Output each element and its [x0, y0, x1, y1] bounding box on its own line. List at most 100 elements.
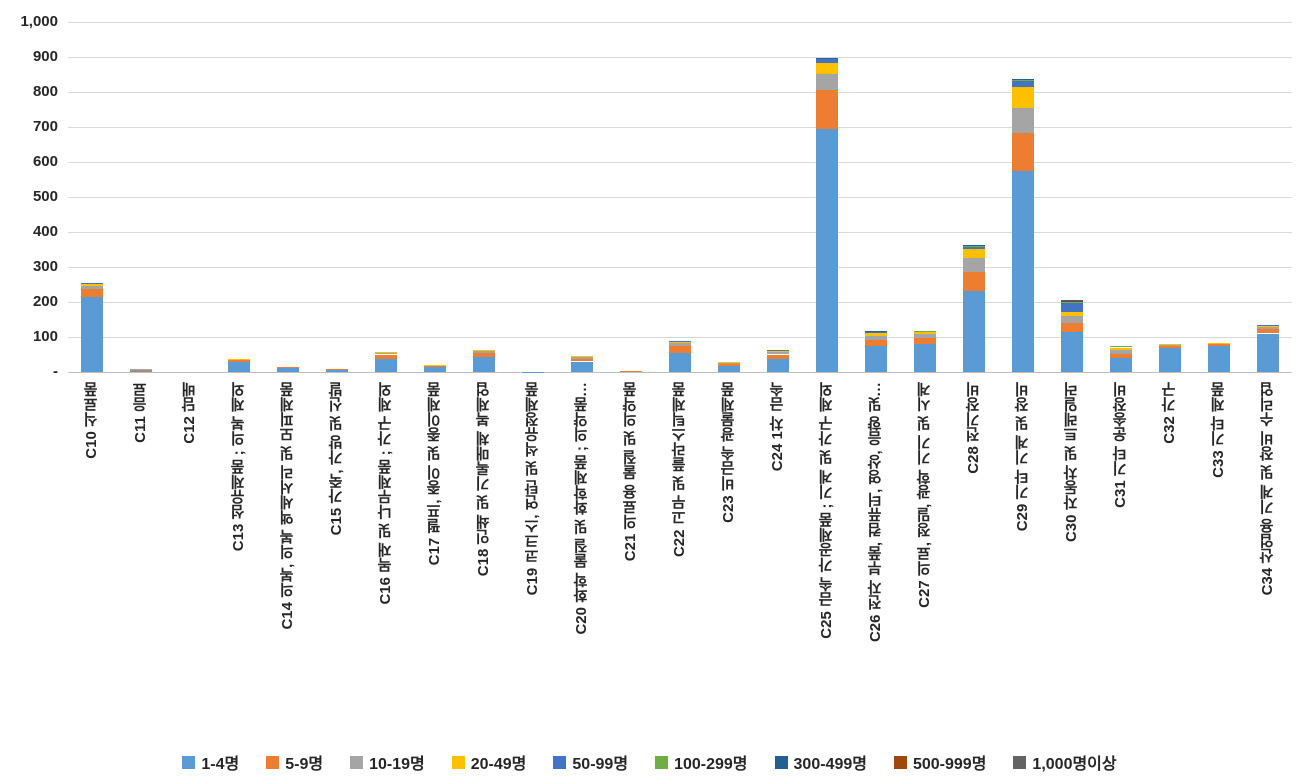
legend-item: 100-299명	[655, 750, 748, 774]
legend-label: 500-999명	[912, 756, 987, 773]
bar-segment	[81, 282, 103, 284]
legend-swatch	[266, 755, 280, 769]
bar-segment	[375, 353, 397, 355]
bar-segment	[1061, 316, 1083, 323]
x-category-label: C10 식료품	[83, 382, 100, 459]
x-category-label: C18 인쇄 및 기록매체 복제업	[475, 382, 492, 577]
legend-swatch	[655, 755, 669, 769]
bar-segment	[1208, 345, 1230, 372]
bar-segment	[571, 358, 593, 362]
y-tick-label: 1,000	[20, 13, 58, 30]
bar-segment	[767, 350, 789, 353]
legend-label: 10-19명	[369, 756, 425, 773]
bar-segment	[865, 335, 887, 341]
bar-segment	[1012, 132, 1034, 171]
bar-segment	[228, 362, 250, 372]
bar-segment	[375, 354, 397, 359]
bar-segment	[816, 58, 838, 60]
bar-segment	[1257, 329, 1279, 334]
bar-segment	[1159, 344, 1181, 346]
bar-segment	[718, 365, 740, 372]
bar-segment	[326, 369, 348, 372]
bar-segment	[1061, 331, 1083, 372]
legend-swatch	[893, 755, 907, 769]
bar-segment	[865, 331, 887, 333]
bar-segment	[1012, 81, 1034, 88]
bar-segment	[767, 358, 789, 372]
bar-segment	[865, 340, 887, 346]
gridline	[68, 302, 1292, 303]
bar-segment	[1012, 80, 1034, 82]
bar-segment	[1208, 342, 1230, 344]
bar-segment	[473, 350, 495, 352]
bar-segment	[669, 342, 691, 346]
legend-item: 50-99명	[553, 750, 628, 774]
x-axis-line	[68, 372, 1292, 373]
bar-segment	[1061, 311, 1083, 316]
bar-segment	[1061, 302, 1083, 304]
bar-segment	[1159, 344, 1181, 345]
x-category-label: C15 가죽, 가방 및 신발	[328, 382, 345, 536]
bar-segment	[571, 356, 593, 358]
bar-segment	[1159, 348, 1181, 372]
bar-segment	[1257, 327, 1279, 330]
legend-label: 1,000명이상	[1032, 756, 1117, 773]
legend-swatch	[1013, 755, 1027, 769]
bar-segment	[963, 246, 985, 249]
x-category-label: C13 섬유제품 ; 의복 제외	[230, 382, 247, 552]
bar-segment	[914, 344, 936, 372]
bar-segment	[816, 59, 838, 64]
legend-swatch	[553, 755, 567, 769]
x-category-label: C29 기타 기계 및 장비	[1014, 382, 1031, 532]
x-category-label: C25 금속 가공제품 ; 기계 및 가구 제외	[818, 382, 835, 639]
bar-segment	[1061, 303, 1083, 312]
bar-segment	[963, 271, 985, 291]
bar-segment	[326, 369, 348, 371]
x-category-label: C17 펄프, 종이 및 종이제품	[426, 382, 443, 566]
bar-segment	[1208, 344, 1230, 346]
gridline	[68, 92, 1292, 93]
x-category-label: C33 기타 제품	[1210, 382, 1227, 478]
bar-segment	[963, 248, 985, 258]
legend-swatch	[350, 755, 364, 769]
y-tick-label: -	[53, 363, 58, 380]
bar-segment	[1110, 347, 1132, 351]
x-category-label: C24 1차 금속	[769, 382, 786, 472]
bar-segment	[1257, 333, 1279, 372]
legend-label: 300-499명	[793, 756, 867, 773]
bar-segment	[473, 353, 495, 358]
gridline	[68, 232, 1292, 233]
x-category-label: C28 전기장비	[965, 382, 982, 474]
bar-segment	[375, 352, 397, 354]
bar-segment	[473, 351, 495, 354]
gridline	[68, 197, 1292, 198]
bar-segment	[914, 331, 936, 335]
bar-segment	[1012, 87, 1034, 109]
bar-segment	[1061, 300, 1083, 302]
legend-swatch	[451, 755, 465, 769]
bar-segment	[424, 367, 446, 372]
bar-segment	[571, 357, 593, 359]
x-category-label: C20 화학 물질 및 화학제품 ; 의약품…	[573, 382, 590, 635]
y-tick-label: 600	[32, 153, 58, 170]
bar-segment	[1110, 353, 1132, 358]
x-category-label: C22 고무 및 플라스틱제품	[671, 382, 688, 558]
bar-segment	[1159, 345, 1181, 349]
bar-segment	[473, 357, 495, 372]
bar-segment	[424, 366, 446, 368]
bar-segment	[228, 360, 250, 363]
legend-swatch	[182, 755, 196, 769]
bar-segment	[1061, 300, 1083, 303]
bar-segment	[816, 57, 838, 59]
bar-segment	[620, 370, 642, 372]
bar-segment	[522, 371, 544, 373]
bar-segment	[816, 89, 838, 129]
x-category-label: C34 산업용 기계 및 장비 수리업	[1259, 382, 1276, 596]
x-category-label: C27 의료, 정밀, 광학 기기 및 시계	[916, 382, 933, 608]
bar-segment	[767, 354, 789, 359]
legend-label: 1-4명	[201, 756, 240, 773]
x-category-label: C14 의복, 의복 액세서리 및 모피제품	[279, 382, 296, 630]
bar-segment	[228, 359, 250, 361]
